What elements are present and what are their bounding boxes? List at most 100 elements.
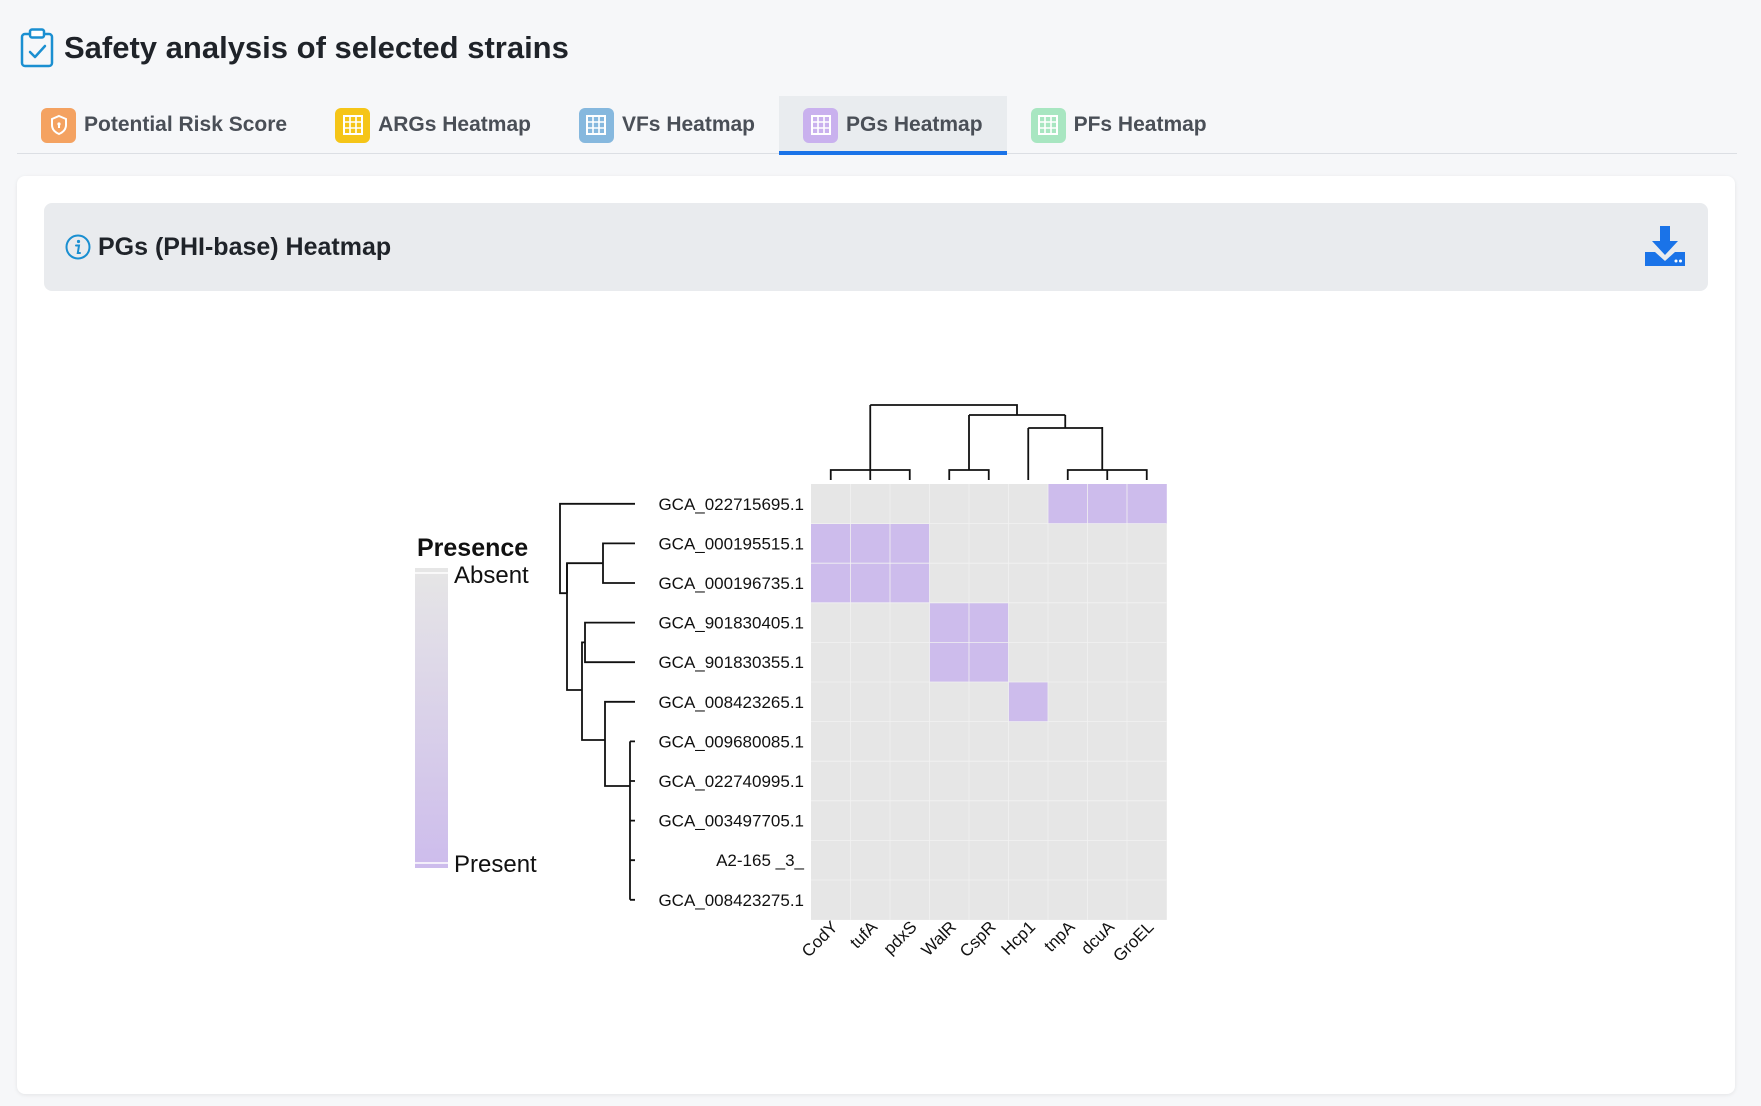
heatmap-cell (890, 682, 930, 722)
page-header: Safety analysis of selected strains (20, 28, 569, 68)
legend-colorbar (415, 568, 448, 868)
heatmap-cell (929, 880, 970, 920)
tab-bar: Potential Risk Score ARGs Heatmap VFs He… (17, 96, 1737, 155)
heatmap-cell (1127, 523, 1167, 564)
tab-args-heatmap[interactable]: ARGs Heatmap (311, 96, 555, 154)
row-label: GCA_022715695.1 (658, 495, 804, 514)
heatmap-cell (1008, 602, 1049, 643)
download-icon (1645, 226, 1685, 266)
heatmap-cell (1008, 642, 1049, 683)
heatmap-cell (929, 682, 970, 722)
heatmap-cell (1048, 721, 1088, 762)
heatmap-cell (1087, 682, 1128, 722)
heatmap-cell (1008, 761, 1049, 802)
heatmap-cell (1008, 721, 1049, 762)
tab-pfs-heatmap[interactable]: PFs Heatmap (1007, 96, 1231, 154)
column-label: Hcp1 (998, 917, 1039, 958)
row-dendrogram-branch (584, 621, 635, 664)
heatmap-cell (850, 523, 891, 564)
row-label: GCA_009680085.1 (658, 732, 804, 751)
tab-label: VFs Heatmap (621, 113, 756, 136)
heatmap-cell (969, 642, 1009, 683)
heatmap-cell (1087, 761, 1128, 802)
heatmap-cell (1127, 761, 1167, 802)
column-dendrogram-branch (1066, 469, 1148, 480)
heatmap-cell (890, 880, 930, 920)
heatmap-cell (969, 682, 1009, 722)
heatmap-cell (929, 761, 970, 802)
heatmap-cell (850, 761, 891, 802)
tab-label: ARGs Heatmap (378, 113, 531, 136)
row-dendrogram-branch (581, 641, 605, 741)
row-label: GCA_901830355.1 (658, 653, 804, 672)
heatmap-cell (890, 563, 930, 604)
row-dendrogram-branch (566, 562, 603, 691)
heatmap-cell (1087, 800, 1128, 841)
heatmap-cell (811, 840, 851, 881)
heatmap-cell (969, 761, 1009, 802)
heatmap-cell (1008, 840, 1049, 881)
tab-label: PGs Heatmap (846, 113, 983, 136)
heatmap-cell (811, 800, 851, 841)
heatmap-cell (929, 602, 970, 643)
row-label: GCA_000196735.1 (658, 574, 804, 593)
heatmap-cell (1087, 523, 1128, 564)
heatmap-cell (969, 563, 1009, 604)
heatmap-cell (811, 523, 851, 564)
heatmap-cell (1008, 682, 1049, 722)
heatmap-cell (1048, 840, 1088, 881)
heatmap-cell (850, 642, 891, 683)
heatmap-cell (969, 523, 1009, 564)
heatmap-cell (929, 721, 970, 762)
legend-title: Presence (417, 534, 528, 562)
heatmap-cell (850, 721, 891, 762)
row-label: A2-165 _3_ (716, 851, 804, 870)
heatmap-cell (1008, 880, 1049, 920)
tab-vfs-heatmap[interactable]: VFs Heatmap (555, 96, 779, 154)
heatmap-cell (1087, 840, 1128, 881)
heatmap-cell (850, 602, 891, 643)
download-button[interactable] (1640, 221, 1690, 271)
tab-potential-risk-score[interactable]: Potential Risk Score (17, 96, 311, 154)
heatmap-cell (890, 800, 930, 841)
legend-low-label: Absent (454, 562, 529, 589)
heatmap-cell (811, 682, 851, 722)
tab-label: Potential Risk Score (84, 113, 288, 136)
heatmap-cell (811, 761, 851, 802)
row-label: GCA_008423265.1 (658, 693, 804, 712)
shield-icon (41, 107, 76, 143)
heatmap-cell (1127, 682, 1167, 722)
heatmap-cell (929, 484, 970, 524)
heatmap-cell (969, 840, 1009, 881)
heatmap-cell (890, 602, 930, 643)
heatmap-cell (890, 761, 930, 802)
row-dendrogram-branch (604, 700, 635, 787)
heatmap-cell (1048, 682, 1088, 722)
heatmap-cell (929, 800, 970, 841)
heatmap-cell (1127, 800, 1167, 841)
heatmap-cell (1048, 484, 1088, 524)
panel-title: PGs (PHI-base) Heatmap (98, 232, 392, 261)
heatmap-cell (969, 602, 1009, 643)
column-label: tufA (846, 917, 881, 952)
heatmap-cell (1087, 484, 1128, 524)
row-label: GCA_022740995.1 (658, 772, 804, 791)
info-icon (65, 234, 91, 260)
heatmap-cell (1127, 484, 1167, 524)
heatmap-cell (811, 642, 851, 683)
heatmap-cell (890, 840, 930, 881)
heatmap-cell (1087, 721, 1128, 762)
tab-pgs-heatmap[interactable]: PGs Heatmap (779, 96, 1007, 155)
heatmap-cell (1087, 563, 1128, 604)
heatmap-cell (969, 721, 1009, 762)
heatmap-cell (929, 523, 970, 564)
heatmap-cell (1008, 523, 1049, 564)
legend-high-label: Present (454, 851, 537, 878)
heatmap-cell (1127, 563, 1167, 604)
column-dendrogram-branch (948, 469, 990, 480)
tab-label: PFs Heatmap (1073, 113, 1207, 136)
heatmap-cell (1087, 642, 1128, 683)
row-label: GCA_008423275.1 (658, 891, 804, 910)
heatmap-cell (1087, 602, 1128, 643)
